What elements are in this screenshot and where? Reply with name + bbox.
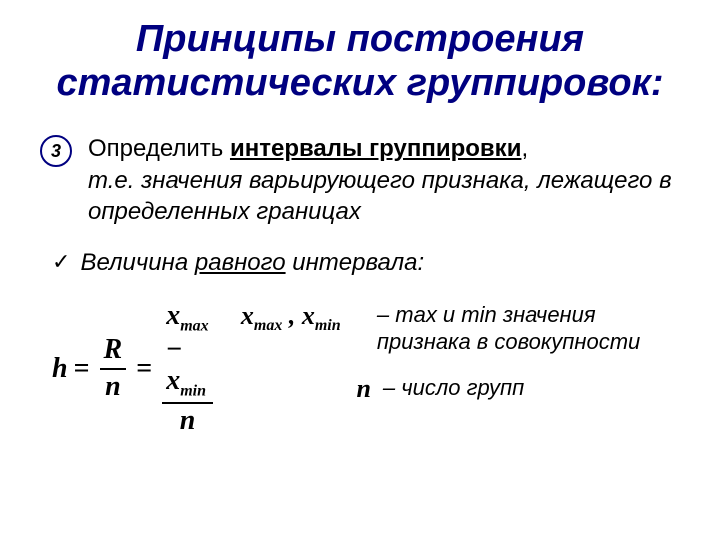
formula-h: h <box>52 353 68 385</box>
definitions: xmax , xmin – max и min значения признак… <box>241 301 680 404</box>
title-line-1: Принципы построения <box>136 18 584 60</box>
sub-pre: Величина <box>80 249 194 276</box>
frac-R-over-n: R n <box>100 335 127 403</box>
frac-num-xmaxmin: xmax − xmin <box>162 301 213 400</box>
frac-line-1 <box>100 368 127 370</box>
formula-eq1: = <box>74 353 90 385</box>
slide-title: Принципы построения статистических групп… <box>0 0 720 105</box>
def-xmin-sub: min <box>315 317 341 334</box>
xmin-sub: min <box>180 383 206 400</box>
item-lead: Определить <box>88 135 230 162</box>
xmin-x: x <box>166 365 180 396</box>
item-number: 3 <box>51 141 61 162</box>
frac-den-n1: n <box>101 372 125 403</box>
item-rest: т.е. значения варьирующего признака, леж… <box>88 167 672 225</box>
item-underlined: интервалы группировки <box>230 135 521 162</box>
numbered-item: 3 Определить интервалы группировки, т.е.… <box>40 133 680 227</box>
sub-underlined: равного <box>195 249 286 276</box>
def-xmin-x: x <box>302 301 315 330</box>
def-xmax-x: x <box>241 301 254 330</box>
def-row-1: xmax , xmin – max и min значения признак… <box>241 301 680 356</box>
minus: − <box>166 334 182 365</box>
def-row-2: n – число групп <box>241 374 680 404</box>
def-sep: , <box>282 301 302 330</box>
sub-post: интервала: <box>286 249 425 276</box>
title-line-2: статистических группировок: <box>56 62 663 104</box>
def-xmax-sub: max <box>254 317 282 334</box>
formula-row: h = R n = xmax − xmin n xmax , xm <box>40 301 680 437</box>
item-number-circle: 3 <box>40 135 72 167</box>
checkmark-icon: ✓ <box>52 249 70 275</box>
frac-line-2 <box>162 402 213 404</box>
frac-xmax-xmin-over-n: xmax − xmin n <box>162 301 213 437</box>
frac-den-n2: n <box>176 406 200 437</box>
formula-eq2: = <box>136 353 152 385</box>
sub-item: ✓ Величина равного интервала: <box>40 249 680 277</box>
def-text-2: – число групп <box>383 374 524 402</box>
formula: h = R n = xmax − xmin n <box>52 301 217 437</box>
xmax-x: x <box>166 300 180 331</box>
item-text: Определить интервалы группировки, т.е. з… <box>88 133 680 227</box>
sub-text: Величина равного интервала: <box>80 249 424 277</box>
def-sym-xmax-xmin: xmax , xmin <box>241 301 371 335</box>
content-area: 3 Определить интервалы группировки, т.е.… <box>0 105 720 437</box>
xmax-sub: max <box>180 318 208 335</box>
item-comma: , <box>521 135 528 162</box>
def-text-1: – max и min значения признака в совокупн… <box>377 301 680 356</box>
frac-num-R: R <box>100 335 127 366</box>
def-sym-n: n <box>241 374 377 404</box>
